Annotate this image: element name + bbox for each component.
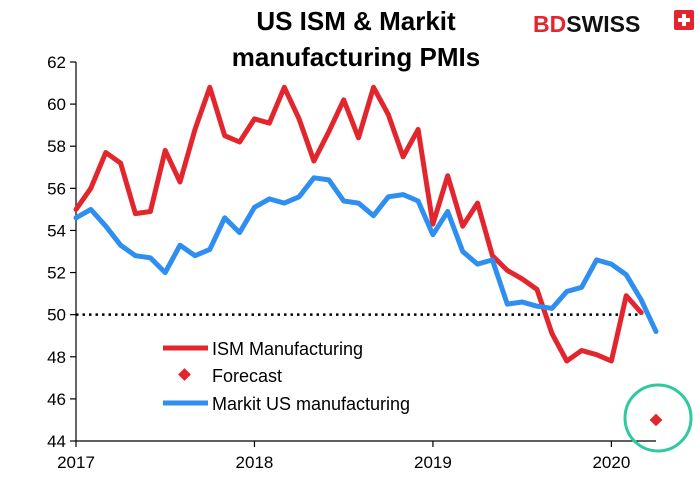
y-tick-label: 56 (47, 179, 66, 198)
y-tick-label: 48 (47, 348, 66, 367)
legend-markit-label: Markit US manufacturing (212, 394, 410, 414)
brand-logo: BDSWISS (533, 10, 694, 37)
ism-manufacturing-line (73, 84, 644, 364)
y-tick-label: 50 (47, 306, 66, 325)
y-axis-ticks: 44 46 48 50 52 54 56 58 60 62 (47, 53, 76, 451)
x-tick-label: 2017 (57, 453, 95, 472)
y-tick-label: 46 (47, 390, 66, 409)
forecast-highlight-circle (623, 383, 693, 453)
chart-title-line-1: US ISM & Markit (256, 6, 456, 36)
brand-text-part2: SWISS (566, 11, 640, 37)
series-layer (73, 84, 663, 427)
legend: ISM Manufacturing Forecast Markit US man… (163, 339, 410, 414)
y-tick-label: 54 (47, 221, 66, 240)
forecast-marker (649, 413, 663, 427)
x-tick-label: 2019 (414, 453, 452, 472)
svg-text:BDSWISS: BDSWISS (533, 11, 640, 37)
x-tick-label: 2020 (592, 453, 630, 472)
y-tick-label: 58 (47, 137, 66, 156)
y-tick-label: 60 (47, 95, 66, 114)
legend-forecast-label: Forecast (212, 366, 282, 386)
legend-forecast-marker (178, 368, 191, 381)
y-tick-label: 44 (47, 432, 66, 451)
legend-ism-label: ISM Manufacturing (212, 339, 363, 359)
chart-title-line-2: manufacturing PMIs (232, 42, 480, 72)
y-tick-label: 62 (47, 53, 66, 72)
axes (75, 62, 656, 442)
x-tick-label: 2018 (236, 453, 274, 472)
x-axis-ticks: 2017 2018 2019 2020 (57, 441, 630, 472)
markit-us-manufacturing-line (73, 175, 659, 334)
y-tick-label: 52 (47, 264, 66, 283)
brand-text-part1: BD (533, 11, 566, 37)
swiss-flag-icon (674, 10, 694, 30)
